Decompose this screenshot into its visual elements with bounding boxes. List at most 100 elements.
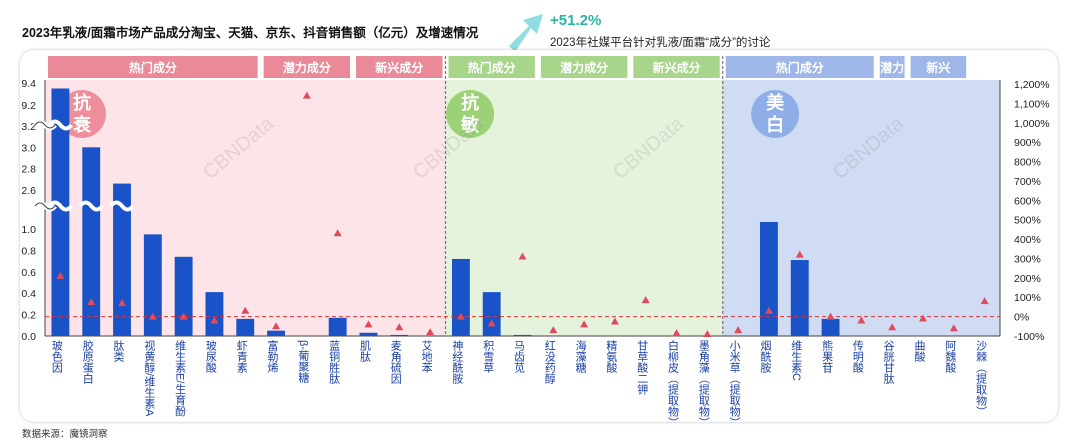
bar-break: [109, 200, 135, 212]
section-header-label: 潜力: [880, 60, 904, 75]
section-header-label: 潜力成分: [560, 60, 608, 75]
growth-marker: [364, 320, 373, 328]
category-label: 维生素E/生育酚: [174, 340, 187, 417]
section-header: [540, 56, 628, 78]
category-label: 玻尿酸: [204, 340, 217, 374]
growth-marker: [764, 306, 773, 314]
section-header: [263, 56, 351, 78]
bar: [205, 292, 224, 336]
growth-marker: [487, 319, 496, 327]
growth-marker: [302, 91, 311, 99]
category-label: 红没药醇: [543, 340, 556, 384]
section-header-label: 潜力成分: [283, 60, 331, 75]
bar: [790, 260, 809, 336]
section-header-label: 新兴: [926, 60, 950, 75]
category-label: 视黄醇/维生素A: [143, 339, 156, 417]
bar: [513, 334, 532, 336]
category-label: 富勒烯: [266, 339, 279, 374]
group-circle-label: 抗: [73, 92, 91, 113]
category-label: 胶原蛋白: [81, 339, 94, 384]
y-tick-left: 2.8: [21, 164, 36, 176]
growth-marker: [703, 330, 712, 338]
category-label: 沙棘（提取物）: [975, 340, 988, 417]
growth-marker: [980, 297, 989, 305]
growth-marker: [426, 328, 435, 336]
growth-marker: [641, 296, 650, 304]
axis-break: [34, 121, 56, 129]
growth-marker: [210, 316, 219, 324]
growth-marker: [672, 329, 681, 337]
y-tick-right: 200%: [1014, 273, 1041, 285]
growth-marker: [148, 312, 157, 320]
bar: [174, 256, 193, 336]
chart-title: 2023年乳液/面霜市场产品成分淘宝、天猫、京东、抖音销售额（亿元）及增速情况: [22, 26, 479, 40]
category-label: 蓝铜胜肽: [328, 340, 341, 384]
growth-marker: [241, 306, 250, 314]
y-tick-right: 1,100%: [1014, 98, 1050, 110]
category-label: 肽类: [112, 339, 125, 363]
category-label: 肌肽: [358, 340, 371, 362]
bar-break: [78, 200, 104, 212]
bar: [390, 334, 409, 336]
growth-marker: [795, 250, 804, 258]
axis-break: [34, 202, 56, 210]
category-label: 传明酸: [851, 340, 864, 374]
growth-marker: [888, 323, 897, 331]
y-tick-left: 0.2: [21, 310, 36, 322]
growth-marker: [179, 312, 188, 320]
growth-label: 2023年社媒平台针对乳液/面霜“成分”的讨论: [550, 37, 771, 49]
growth-arrow-icon: [509, 14, 543, 52]
bar: [267, 330, 285, 336]
category-label: 积雪草: [482, 340, 495, 373]
bar: [821, 318, 840, 336]
y-tick-left: 9.2: [21, 100, 36, 112]
growth-marker: [949, 324, 958, 332]
group-circle-label: 白: [766, 114, 784, 135]
bar: [328, 317, 347, 336]
category-label: β-葡聚糖: [297, 340, 310, 384]
y-tick-right: 300%: [1014, 253, 1041, 265]
y-tick-right: -100%: [1014, 331, 1044, 343]
category-label: 烟酰胺: [759, 339, 772, 374]
section-header: [633, 56, 720, 78]
group-background: [45, 80, 446, 336]
y-tick-left: 3.0: [21, 142, 36, 154]
bar: [760, 222, 778, 336]
growth-marker: [518, 252, 527, 260]
y-tick-left: 2.6: [21, 185, 36, 197]
bar: [143, 234, 162, 336]
category-label: 麦角硫因: [389, 340, 402, 385]
growth-value: +51.2%: [550, 12, 602, 29]
y-tick-right: 0%: [1014, 312, 1029, 324]
growth-marker: [56, 271, 65, 279]
y-tick-left: 0.8: [21, 245, 36, 257]
growth-marker: [118, 299, 127, 307]
y-tick-right: 400%: [1014, 234, 1041, 246]
section-header: [910, 56, 967, 78]
growth-marker: [456, 312, 465, 320]
category-label: 小米草（提取物）: [728, 340, 741, 428]
y-tick-right: 700%: [1014, 176, 1041, 188]
growth-marker: [87, 298, 96, 306]
bar: [482, 292, 501, 336]
category-label: 马齿苋: [513, 340, 526, 373]
section-header-label: 热门成分: [129, 60, 177, 75]
y-tick-right: 100%: [1014, 292, 1041, 304]
y-tick-right: 500%: [1014, 215, 1041, 227]
category-label: 精氨酸: [605, 340, 618, 374]
section-header-label: 新兴成分: [375, 60, 423, 75]
bar-break: [47, 200, 74, 212]
y-tick-right: 600%: [1014, 195, 1041, 207]
category-label: 甘草酸二钾: [636, 340, 649, 395]
category-label: 维生素C: [790, 340, 803, 381]
group-circle-label: 衰: [72, 114, 92, 135]
y-tick-right: 1,200%: [1014, 79, 1050, 91]
bar: [236, 318, 255, 336]
category-label: 虾青素: [235, 340, 248, 373]
group-circle: [751, 90, 800, 138]
bar: [113, 183, 131, 336]
growth-marker: [395, 323, 404, 331]
bar: [451, 258, 470, 336]
group-circle: [446, 90, 495, 138]
